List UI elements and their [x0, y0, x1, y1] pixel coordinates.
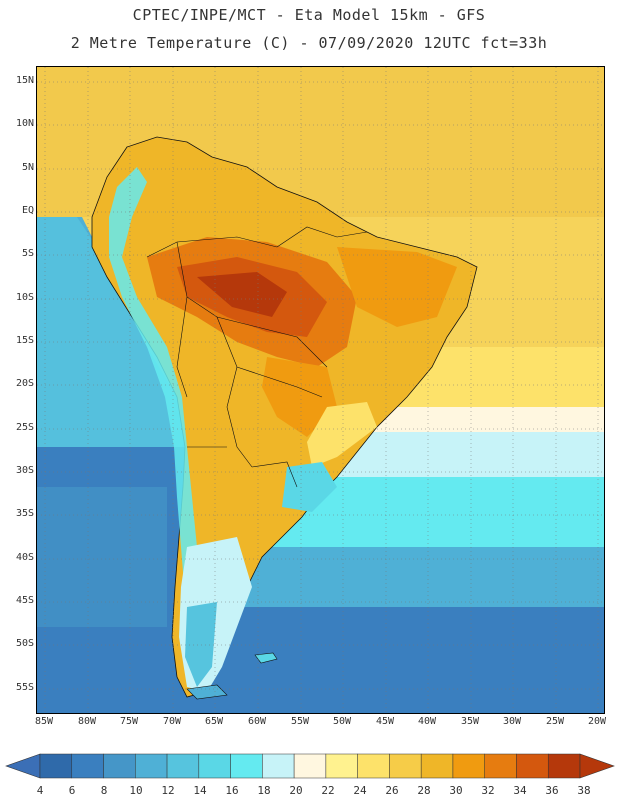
lat-label-5n: 5N [21, 162, 34, 173]
colorbar-label-8: 8 [100, 784, 108, 797]
lat-label-15n: 15N [15, 75, 34, 86]
lon-label-80w: 80W [77, 716, 97, 727]
lat-label-35s: 35S [15, 508, 34, 519]
lon-label-35w: 35W [460, 716, 480, 727]
lat-label-50s: 50S [15, 638, 34, 649]
colorbar-label-14: 14 [193, 784, 207, 797]
colorbar-label-30: 30 [449, 784, 463, 797]
lon-label-30w: 30W [502, 716, 522, 727]
country-borders [146, 226, 368, 488]
lon-label-70w: 70W [162, 716, 182, 727]
colorbar-segment [325, 753, 358, 779]
lon-label-45w: 45W [375, 716, 395, 727]
colorbar-segment [262, 753, 295, 779]
lat-label-55s: 55S [15, 682, 34, 693]
graticule [37, 67, 604, 713]
colorbar-segment [166, 753, 200, 779]
colorbar-segment [389, 753, 422, 779]
colorbar-label-16: 16 [225, 784, 239, 797]
colorbar-segment [230, 753, 263, 779]
colorbar-label-12: 12 [161, 784, 175, 797]
colorbar-label-24: 24 [353, 784, 367, 797]
warm-south-brazil [262, 357, 337, 437]
colorbar-label-36: 36 [545, 784, 559, 797]
colorbar-segment [293, 753, 327, 779]
lon-label-50w: 50W [332, 716, 352, 727]
lon-label-65w: 65W [204, 716, 224, 727]
colorbar-label-18: 18 [257, 784, 271, 797]
colorbar-segment [357, 753, 390, 779]
colorbar-label-10: 10 [129, 784, 143, 797]
colorbar-segment [103, 753, 136, 779]
lat-label-40s: 40S [15, 552, 34, 563]
colorbar-segment [420, 753, 454, 779]
colorbar-segment [516, 753, 549, 779]
colorbar-segment [39, 753, 73, 779]
lon-label-55w: 55W [290, 716, 310, 727]
lon-label-40w: 40W [417, 716, 437, 727]
lat-label-30s: 30S [15, 465, 34, 476]
warm-northeast [337, 247, 457, 327]
lon-label-75w: 75W [119, 716, 139, 727]
colorbar-label-22: 22 [321, 784, 335, 797]
lat-label-10s: 10S [15, 292, 34, 303]
colorbar-segment [452, 753, 485, 779]
lat-label-10n: 10N [15, 118, 34, 129]
colorbar-label-4: 4 [36, 784, 44, 797]
hottest-spot [197, 272, 287, 317]
pacific-cool-coast [37, 217, 187, 447]
colorbar-segment [71, 753, 104, 779]
colorbar-high-arrow [579, 753, 615, 779]
colorbar-label-6: 6 [68, 784, 76, 797]
tierra-del-fuego [186, 684, 228, 700]
lon-label-20w: 20W [587, 716, 607, 727]
colorbar-segment [547, 753, 581, 779]
colorbar-segments [39, 753, 581, 779]
colorbar-label-32: 32 [481, 784, 495, 797]
map-title: CPTEC/INPE/MCT - Eta Model 15km - GFS [132, 6, 486, 24]
lat-label-eq: EQ [21, 205, 34, 216]
colorbar-label-26: 26 [385, 784, 399, 797]
andes-cold-strip [109, 167, 209, 692]
lon-label-85w: 85W [34, 716, 54, 727]
uruguay-cool [282, 462, 337, 512]
colorbar-label-34: 34 [513, 784, 527, 797]
lat-label-20s: 20S [15, 378, 34, 389]
lat-label-5s: 5S [21, 248, 34, 259]
colorbar-label-28: 28 [417, 784, 431, 797]
cool-southeast [307, 402, 377, 467]
temperature-map[interactable] [36, 66, 605, 714]
temperature-colorbar [5, 753, 615, 779]
colorbar-low-arrow [5, 753, 41, 779]
colorbar-segment [484, 753, 517, 779]
lat-label-25s: 25S [15, 422, 34, 433]
colorbar-segment [198, 753, 231, 779]
lat-label-45s: 45S [15, 595, 34, 606]
pacific-mid [37, 487, 167, 627]
lon-label-25w: 25W [545, 716, 565, 727]
colorbar-label-38: 38 [577, 784, 591, 797]
map-subtitle: 2 Metre Temperature (C) - 07/09/2020 12U… [70, 34, 548, 52]
lat-label-15s: 15S [15, 335, 34, 346]
falklands [254, 652, 278, 664]
lon-label-60w: 60W [247, 716, 267, 727]
patagonia-coldest [185, 602, 217, 687]
colorbar-segment [135, 753, 168, 779]
colorbar-label-20: 20 [289, 784, 303, 797]
